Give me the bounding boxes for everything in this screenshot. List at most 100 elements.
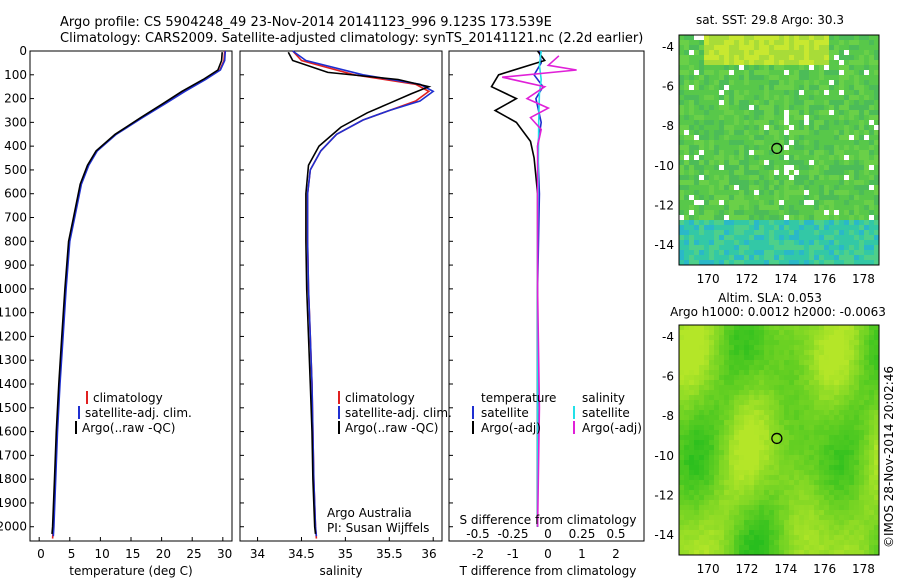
map-cell xyxy=(854,160,860,166)
map-cell xyxy=(819,365,825,371)
map-cell xyxy=(774,100,780,106)
map-cell xyxy=(859,460,865,466)
map-cell xyxy=(739,235,745,241)
map-cell xyxy=(709,420,715,426)
map-cell xyxy=(769,450,775,456)
map-cell xyxy=(714,120,720,126)
map-cell xyxy=(844,475,850,481)
map-cell xyxy=(689,220,695,226)
map-cell xyxy=(764,40,770,46)
map-cell xyxy=(874,165,880,171)
map-cell xyxy=(734,80,740,86)
map-cell xyxy=(689,50,695,56)
map-cell xyxy=(719,90,725,96)
map-cell xyxy=(834,120,840,126)
map-cell xyxy=(724,195,730,201)
map-cell xyxy=(759,500,765,506)
map-cell xyxy=(704,420,710,426)
map-cell xyxy=(839,365,845,371)
map-cell xyxy=(689,475,695,481)
map-cell xyxy=(799,525,805,531)
map-cell xyxy=(709,340,715,346)
map-cell xyxy=(704,85,710,91)
map-cell xyxy=(739,360,745,366)
map-cell xyxy=(689,225,695,231)
x-tick-label: 36 xyxy=(421,547,436,561)
map-cell xyxy=(864,480,870,486)
map-cell xyxy=(844,510,850,516)
map-cell xyxy=(699,170,705,176)
map-cell xyxy=(869,370,875,376)
salinity-x-tick-labels: 34 34.5 35 35.5 36 xyxy=(250,547,437,561)
map-cell xyxy=(789,530,795,536)
map-cell xyxy=(859,495,865,501)
map-cell xyxy=(689,440,695,446)
map-cell xyxy=(779,80,785,86)
map-cell xyxy=(694,105,700,111)
map-cell xyxy=(794,435,800,441)
map-cell xyxy=(754,180,760,186)
map-cell xyxy=(714,185,720,191)
map-cell xyxy=(729,60,735,66)
map-cell xyxy=(809,230,815,236)
map-cell xyxy=(764,200,770,206)
map-cell xyxy=(824,325,830,331)
map-cell xyxy=(824,350,830,356)
map-cell xyxy=(739,385,745,391)
map-cell xyxy=(744,485,750,491)
map-cell xyxy=(794,200,800,206)
map-cell xyxy=(744,165,750,171)
map-cell xyxy=(764,160,770,166)
map-cell xyxy=(824,365,830,371)
map-cell xyxy=(834,530,840,536)
map-cell xyxy=(739,255,745,261)
map-cell xyxy=(734,260,740,266)
map-cell xyxy=(799,215,805,221)
map-cell xyxy=(834,475,840,481)
map-cell xyxy=(699,215,705,221)
map-cell xyxy=(694,325,700,331)
map-cell xyxy=(864,190,870,196)
map-cell xyxy=(704,515,710,521)
map-cell xyxy=(694,165,700,171)
map-cell xyxy=(864,40,870,46)
map-cell xyxy=(699,65,705,71)
map-cell xyxy=(819,50,825,56)
map-cell xyxy=(759,380,765,386)
map-cell xyxy=(784,105,790,111)
map-cell xyxy=(794,485,800,491)
map-cell xyxy=(714,190,720,196)
map-cell xyxy=(749,160,755,166)
map-cell xyxy=(724,255,730,261)
map-cell xyxy=(824,160,830,166)
map-cell xyxy=(734,240,740,246)
map-cell xyxy=(869,185,875,191)
map-cell xyxy=(779,165,785,171)
map-cell xyxy=(839,530,845,536)
map-cell xyxy=(764,135,770,141)
map-cell xyxy=(774,520,780,526)
map-cell xyxy=(729,455,735,461)
map-cell xyxy=(729,550,735,556)
map-cell xyxy=(734,110,740,116)
map-cell xyxy=(789,335,795,341)
map-cell xyxy=(689,70,695,76)
map-cell xyxy=(804,125,810,131)
map-cell xyxy=(709,220,715,226)
map-cell xyxy=(849,130,855,136)
map-cell xyxy=(779,325,785,331)
map-cell xyxy=(869,540,875,546)
map-cell xyxy=(684,255,690,261)
map-cell xyxy=(734,385,740,391)
map-cell xyxy=(819,70,825,76)
map-cell xyxy=(784,180,790,186)
map-cell xyxy=(864,430,870,436)
map-cell xyxy=(824,510,830,516)
map-cell xyxy=(794,525,800,531)
map-cell xyxy=(844,200,850,206)
map-cell xyxy=(774,515,780,521)
map-cell xyxy=(739,130,745,136)
map-cell xyxy=(834,155,840,161)
map-cell xyxy=(739,485,745,491)
map-cell xyxy=(779,225,785,231)
